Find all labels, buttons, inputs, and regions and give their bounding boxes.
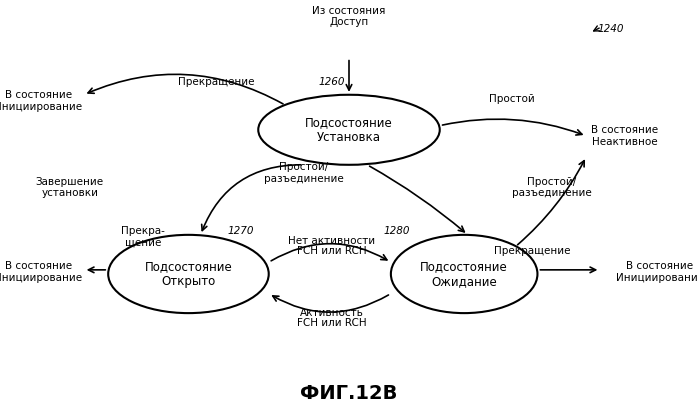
Text: Подсостояние
Установка: Подсостояние Установка [305,116,393,144]
Text: В состояние
Инициирование: В состояние Инициирование [616,261,698,283]
Text: В состояние
Неактивное: В состояние Неактивное [591,125,658,147]
Text: Простой: Простой [489,94,535,104]
Text: Подсостояние
Ожидание: Подсостояние Ожидание [420,260,508,288]
Text: ФИГ.12В: ФИГ.12В [300,384,398,403]
Text: В состояние
Инициирование: В состояние Инициирование [0,261,82,283]
Text: Активность: Активность [299,308,364,318]
Text: 1240: 1240 [597,24,624,34]
Text: В состояние
Инициирование: В состояние Инициирование [0,90,82,112]
Text: Простой/
разъединение: Простой/ разъединение [512,177,591,198]
Text: 1270: 1270 [228,226,254,236]
Text: FCH или RCH: FCH или RCH [297,246,366,256]
Text: Подсостояние
Открыто: Подсостояние Открыто [144,260,232,288]
Text: Прекращение: Прекращение [178,77,255,87]
Text: 1260: 1260 [318,77,345,87]
Text: Завершение
установки: Завершение установки [36,177,104,198]
Text: Прекращение: Прекращение [493,246,570,256]
Text: Прекра-
щение: Прекра- щение [121,226,165,248]
Text: Простой/
разъединение: Простой/ разъединение [264,162,343,184]
Text: 1280: 1280 [383,226,410,236]
Text: Нет активности: Нет активности [288,236,375,246]
Text: Из состояния
Доступ: Из состояния Доступ [312,6,386,27]
Text: FCH или RCH: FCH или RCH [297,318,366,328]
